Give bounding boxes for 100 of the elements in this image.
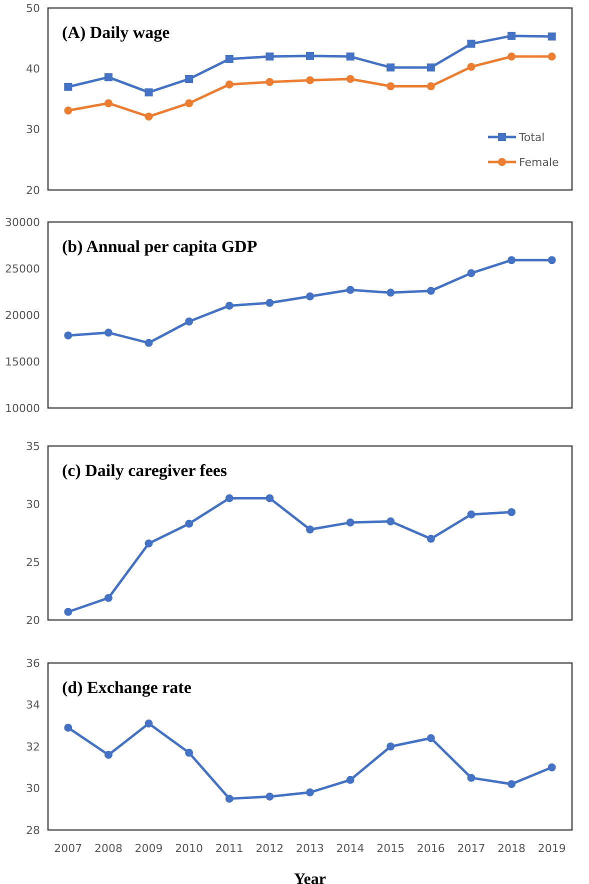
point <box>104 328 112 337</box>
point <box>467 774 476 782</box>
point <box>225 302 234 310</box>
x-tick-label: 2019 <box>538 842 566 855</box>
y-tick-label: 36 <box>26 656 40 670</box>
point <box>346 518 354 527</box>
point <box>426 534 435 543</box>
y-tick-label: 34 <box>26 698 40 712</box>
point <box>548 256 556 264</box>
point <box>306 526 314 534</box>
y-tick-label: 32 <box>26 740 40 754</box>
x-tick-label: 2010 <box>175 842 204 855</box>
y-tick-label: 35 <box>26 440 40 453</box>
point <box>386 517 395 526</box>
point <box>266 298 274 307</box>
point <box>306 52 314 60</box>
point <box>185 318 194 326</box>
point <box>225 494 234 502</box>
point <box>426 63 435 72</box>
point <box>346 52 354 61</box>
point <box>104 594 112 602</box>
y-tick-label: 30 <box>26 498 40 511</box>
text: (c) Daily caregiver fees <box>62 461 228 480</box>
point <box>426 734 435 742</box>
point <box>386 63 395 72</box>
x-tick-label: 2013 <box>296 842 324 855</box>
text: (A) Daily wage <box>62 23 170 42</box>
point <box>306 292 314 300</box>
y-tick-label: 30000 <box>5 216 40 229</box>
point <box>144 539 153 548</box>
y-tick-label: 20000 <box>5 308 40 322</box>
y-tick-label: 50 <box>26 2 40 15</box>
y-tick-label: 30 <box>26 782 40 796</box>
y-tick-label: 25000 <box>5 262 40 276</box>
point <box>508 508 516 516</box>
x-tick-label: 2009 <box>134 842 163 855</box>
x-tick-label: 2018 <box>498 842 526 855</box>
point <box>144 112 153 121</box>
y-tick-label: 20 <box>26 184 40 197</box>
point <box>548 763 556 772</box>
point <box>266 78 274 86</box>
text: (d) Exchange rate <box>62 678 192 697</box>
point <box>185 520 194 528</box>
point <box>185 74 194 83</box>
point <box>467 40 476 48</box>
point <box>64 608 72 616</box>
text: (b) Annual per capita GDP <box>62 237 258 256</box>
point <box>346 286 354 294</box>
x-tick-label: 2012 <box>256 842 284 855</box>
point <box>104 73 112 82</box>
point <box>185 99 194 108</box>
point <box>426 286 435 295</box>
point <box>467 62 476 71</box>
point <box>144 720 153 728</box>
x-tick-label: 2016 <box>416 842 445 855</box>
point <box>467 269 476 278</box>
point <box>64 331 72 340</box>
x-tick-label: 2011 <box>215 842 244 855</box>
point <box>548 52 556 61</box>
point <box>386 742 395 750</box>
y-tick-label: 25 <box>26 556 40 569</box>
y-tick-label: 10000 <box>5 402 40 415</box>
point <box>64 82 72 91</box>
point <box>508 256 516 264</box>
x-tick-label: 2014 <box>336 842 364 855</box>
y-tick-label: 20 <box>26 614 40 627</box>
point <box>386 288 395 297</box>
y-tick-label: 30 <box>26 123 40 136</box>
point <box>64 724 72 732</box>
x-tick-label: 2007 <box>54 842 82 855</box>
point <box>346 776 354 784</box>
point <box>508 780 516 788</box>
point <box>266 792 274 801</box>
x-tick-label: 2008 <box>94 842 122 855</box>
x-axis-title: Year <box>294 871 326 884</box>
point <box>144 88 153 96</box>
point <box>306 788 314 796</box>
y-tick-label: 40 <box>26 62 40 76</box>
point <box>508 32 516 40</box>
point <box>508 52 516 61</box>
point <box>266 494 274 502</box>
point <box>386 82 395 90</box>
x-tick-label: 2015 <box>376 842 405 855</box>
point <box>104 99 112 108</box>
x-tick-label: 2017 <box>457 842 486 855</box>
point <box>185 748 194 757</box>
point <box>225 794 234 803</box>
point <box>104 750 112 759</box>
legend-label: Female <box>519 156 560 169</box>
point <box>346 74 354 83</box>
point <box>548 32 556 41</box>
point <box>467 510 476 518</box>
y-tick-label: 15000 <box>5 355 40 368</box>
point <box>225 80 234 88</box>
point <box>306 76 314 84</box>
point <box>426 82 435 90</box>
point <box>144 338 153 347</box>
point <box>64 106 72 115</box>
legend-label: Total <box>518 130 545 144</box>
y-tick-label: 28 <box>26 824 40 837</box>
